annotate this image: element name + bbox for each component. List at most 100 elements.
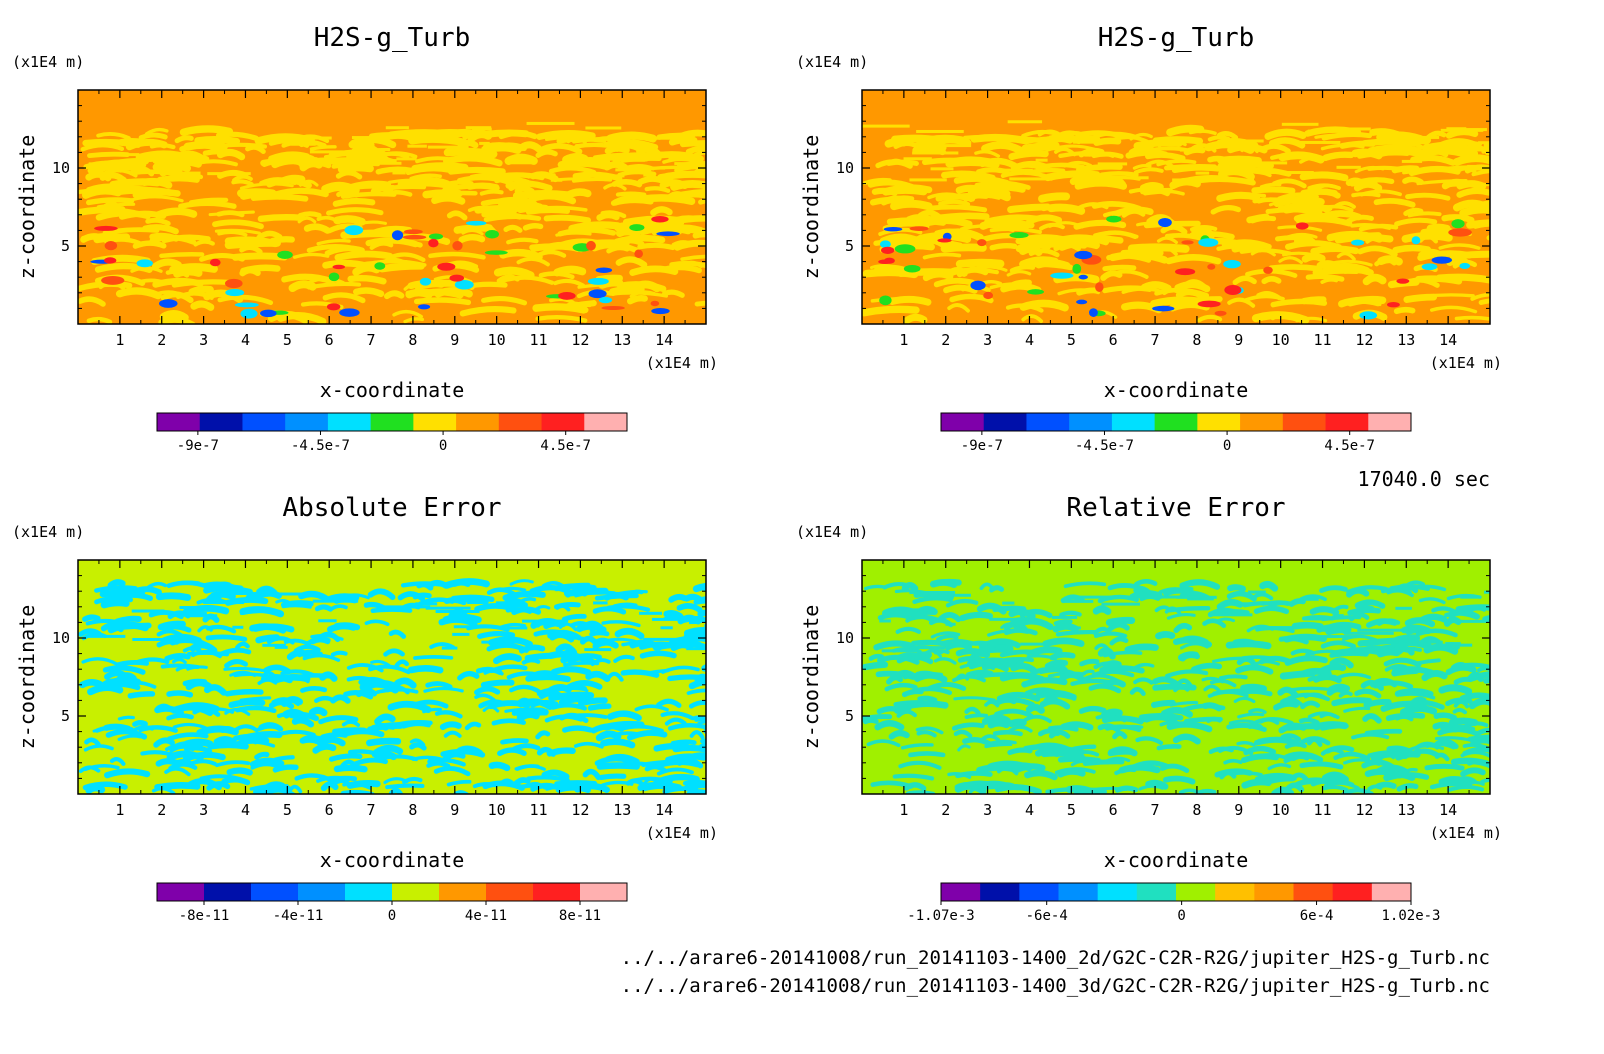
field-anomaly	[1396, 278, 1410, 284]
field-anomaly	[1431, 256, 1453, 264]
field-band	[274, 645, 288, 649]
field-streak	[293, 644, 321, 653]
field-band	[916, 129, 964, 133]
field-streak	[508, 182, 531, 194]
field-band	[1294, 140, 1341, 144]
field-streak	[702, 584, 706, 592]
field-streak	[606, 245, 630, 254]
field-streak	[1278, 722, 1307, 734]
field-anomaly	[465, 220, 487, 226]
field-streak	[326, 187, 346, 194]
x-tick-label: 9	[450, 331, 459, 349]
field-streak	[1070, 678, 1111, 686]
field-streak	[1288, 598, 1306, 607]
field-band	[617, 166, 666, 170]
colorbar-segment	[498, 413, 543, 431]
field-streak	[613, 654, 635, 663]
field-streak	[1155, 631, 1176, 640]
field-streak	[521, 658, 541, 665]
field-streak	[1041, 751, 1086, 760]
field-band	[416, 177, 437, 181]
field-anomaly	[328, 272, 340, 282]
field-streak	[1386, 745, 1412, 755]
field-streak	[888, 730, 910, 740]
field-streak	[182, 751, 226, 762]
colorbar-segment	[298, 883, 346, 901]
field-streak	[319, 671, 338, 682]
field-streak	[332, 198, 376, 207]
field-streak	[535, 730, 551, 740]
field-band	[1247, 590, 1266, 594]
field-streak	[1166, 124, 1205, 137]
field-streak	[499, 275, 555, 285]
field-streak	[1114, 767, 1137, 776]
field-band	[691, 147, 706, 151]
field-streak	[1093, 631, 1128, 639]
field-streak	[1367, 784, 1383, 791]
field-streak	[480, 679, 515, 689]
field-band	[660, 626, 673, 630]
x-tick-label: 7	[367, 801, 376, 819]
field-streak	[349, 180, 392, 189]
field-streak	[1015, 617, 1054, 631]
colorbar-segment	[1325, 413, 1369, 431]
x-tick-label: 8	[408, 801, 417, 819]
field-streak	[1196, 788, 1217, 794]
field-streak	[1452, 707, 1468, 715]
field-band	[1107, 176, 1149, 180]
field-streak	[1418, 234, 1439, 244]
x-tick-label: 6	[1109, 801, 1118, 819]
field-streak	[1456, 776, 1477, 783]
field-band	[1079, 595, 1124, 599]
field-streak	[1218, 168, 1255, 181]
field-anomaly	[598, 296, 613, 304]
field-band	[167, 171, 201, 175]
field-streak	[302, 653, 341, 662]
field-anomaly	[428, 238, 439, 248]
colorbar-segment	[1197, 413, 1241, 431]
colorbar-segment	[439, 883, 487, 901]
field-streak	[1093, 661, 1123, 671]
field-streak	[1434, 738, 1459, 750]
field-streak	[1036, 693, 1072, 700]
x-tick-label: 12	[571, 801, 589, 819]
field-anomaly	[587, 277, 609, 285]
field-streak	[99, 588, 146, 598]
field-streak	[535, 314, 588, 323]
field-streak	[1057, 288, 1100, 296]
field-streak	[297, 649, 323, 658]
field-streak	[1004, 627, 1038, 636]
field-streak	[896, 652, 930, 663]
field-streak	[516, 256, 550, 267]
field-band	[88, 162, 119, 166]
field-streak	[280, 729, 316, 737]
field-streak	[83, 744, 114, 752]
field-streak	[332, 727, 367, 735]
field-anomaly	[595, 267, 613, 273]
field-streak	[1291, 754, 1310, 762]
field-streak	[896, 709, 917, 718]
field-streak	[1481, 148, 1490, 154]
field-streak	[611, 731, 642, 737]
field-anomaly	[1074, 250, 1093, 260]
field-streak	[1000, 282, 1042, 294]
field-band	[912, 151, 959, 155]
x-tick-label: 6	[1109, 331, 1118, 349]
field-streak	[658, 780, 675, 790]
panel-title: H2S-g_Turb	[314, 23, 471, 53]
field-band	[481, 640, 524, 644]
field-band	[322, 160, 349, 164]
field-streak	[874, 720, 905, 731]
field-streak	[1093, 230, 1139, 239]
field-streak	[1216, 131, 1239, 140]
field-streak	[502, 590, 546, 601]
field-band	[652, 617, 698, 621]
field-streak	[146, 581, 168, 590]
field-band	[1446, 127, 1467, 131]
field-streak	[1021, 141, 1060, 153]
field-streak	[1476, 727, 1490, 736]
field-band	[1221, 602, 1253, 606]
field-streak	[179, 125, 234, 136]
field-streak	[394, 659, 409, 668]
field-streak	[938, 199, 971, 207]
